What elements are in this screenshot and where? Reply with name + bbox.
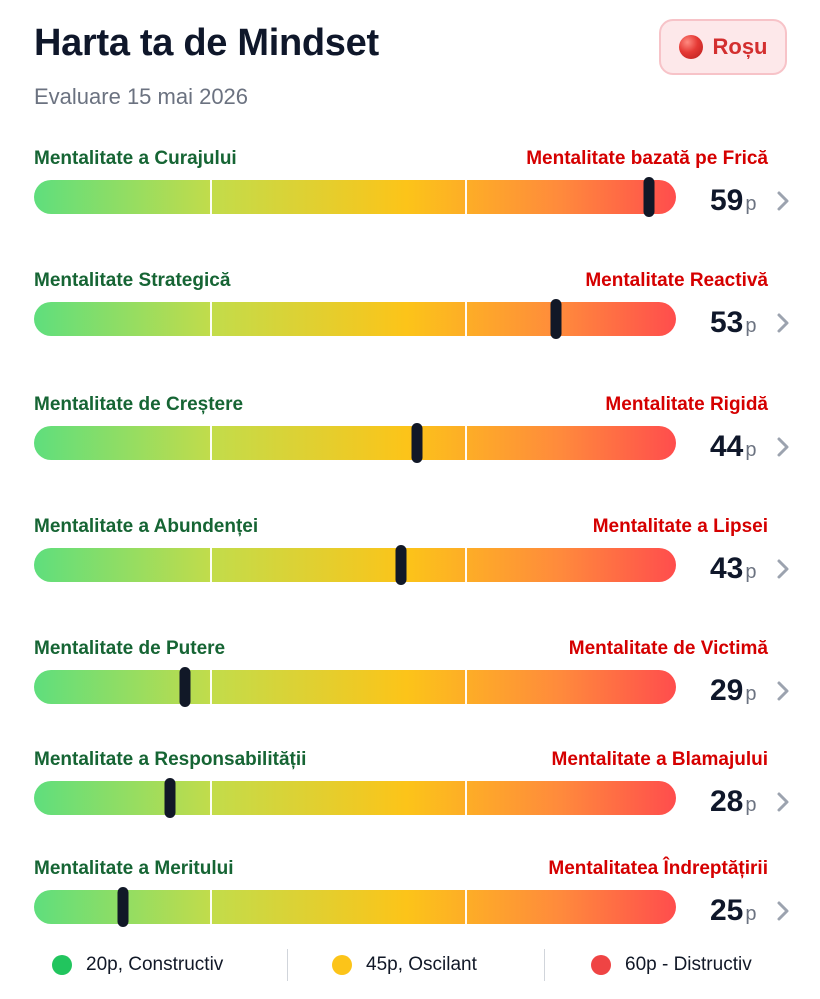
mindset-row[interactable]: Mentalitate de Putere Mentalitate de Vic… (0, 638, 820, 748)
bar-divider (210, 781, 212, 815)
bar-divider (465, 548, 467, 582)
chevron-right-icon[interactable] (772, 789, 794, 815)
legend-label: 45p, Oscilant (366, 954, 477, 975)
score-number: 43 (710, 552, 744, 585)
green-dot-icon (52, 955, 72, 975)
bar-divider (210, 670, 212, 704)
page-title: Harta ta de Mindset (34, 22, 379, 64)
mindset-row[interactable]: Mentalitate a Curajului Mentalitate baza… (0, 148, 820, 258)
destructive-label: Mentalitate de Victimă (568, 638, 768, 659)
score-unit: p (745, 315, 757, 337)
red-dot-icon (591, 955, 611, 975)
mindset-row[interactable]: Mentalitate Strategică Mentalitate React… (0, 270, 820, 380)
bar-divider (210, 890, 212, 924)
destructive-label: Mentalitate a Blamajului (551, 749, 768, 770)
chevron-right-icon[interactable] (772, 678, 794, 704)
score-unit: p (745, 794, 757, 816)
score-value: 25 p (710, 894, 757, 928)
constructive-label: Mentalitate a Abundenței (34, 516, 259, 537)
score-unit: p (745, 903, 757, 925)
score-unit: p (745, 561, 757, 583)
score-number: 25 (710, 894, 744, 927)
score-bar (34, 887, 676, 927)
legend-divider (287, 949, 288, 981)
legend-label: 20p, Constructiv (86, 954, 224, 975)
destructive-label: Mentalitate a Lipsei (592, 516, 768, 537)
destructive-label: Mentalitate Reactivă (585, 270, 768, 291)
constructive-label: Mentalitate a Meritului (34, 858, 234, 879)
legend-item-constructive: 20p, Constructiv (52, 943, 223, 987)
mindset-row[interactable]: Mentalitate a Abundenței Mentalitate a L… (0, 516, 820, 626)
chevron-right-icon[interactable] (772, 898, 794, 924)
score-bar (34, 177, 676, 217)
score-bar (34, 778, 676, 818)
score-value: 28 p (710, 785, 757, 819)
score-marker (643, 177, 655, 217)
destructive-label: Mentalitate Rigidă (605, 394, 768, 415)
destructive-label: Mentalitate bazată pe Frică (526, 148, 768, 169)
legend: 20p, Constructiv 45p, Oscilant 60p - Dis… (0, 943, 820, 987)
assessment-date: Evaluare 15 mai 2026 (34, 84, 249, 109)
bar-divider (210, 180, 212, 214)
score-bar (34, 299, 676, 339)
bar-divider (210, 548, 212, 582)
bar-divider (465, 302, 467, 336)
score-marker (179, 667, 191, 707)
score-bar (34, 545, 676, 585)
score-unit: p (745, 193, 757, 215)
bar-divider (210, 426, 212, 460)
score-value: 43 p (710, 552, 757, 586)
score-marker (164, 778, 176, 818)
score-number: 53 (710, 306, 744, 339)
status-badge-label: Roșu (712, 34, 768, 59)
score-value: 29 p (710, 674, 757, 708)
score-unit: p (745, 439, 757, 461)
mindset-row[interactable]: Mentalitate a Responsabilității Mentalit… (0, 749, 820, 859)
chevron-right-icon[interactable] (772, 556, 794, 582)
score-marker (117, 887, 129, 927)
score-value: 59 p (710, 184, 757, 218)
chevron-right-icon[interactable] (772, 434, 794, 460)
constructive-label: Mentalitate Strategică (34, 270, 231, 291)
bar-divider (465, 890, 467, 924)
chevron-right-icon[interactable] (772, 188, 794, 214)
destructive-label: Mentalitatea Îndreptățirii (548, 858, 768, 879)
score-number: 59 (710, 184, 744, 217)
score-marker (411, 423, 423, 463)
constructive-label: Mentalitate de Putere (34, 638, 226, 659)
chevron-right-icon[interactable] (772, 310, 794, 336)
score-bar (34, 423, 676, 463)
score-bar (34, 667, 676, 707)
bar-divider (465, 426, 467, 460)
score-value: 44 p (710, 430, 757, 464)
bar-divider (465, 180, 467, 214)
score-marker (395, 545, 407, 585)
legend-item-destructive: 60p - Distructiv (591, 943, 752, 987)
score-value: 53 p (710, 306, 757, 340)
bar-divider (465, 781, 467, 815)
legend-label: 60p - Distructiv (625, 954, 752, 975)
bar-divider (465, 670, 467, 704)
yellow-dot-icon (332, 955, 352, 975)
status-badge[interactable]: Roșu (659, 19, 787, 75)
bar-divider (210, 302, 212, 336)
mindset-row[interactable]: Mentalitate de Creștere Mentalitate Rigi… (0, 394, 820, 504)
mindset-row[interactable]: Mentalitate a Meritului Mentalitatea Înd… (0, 858, 820, 968)
legend-divider (544, 949, 545, 981)
score-marker (550, 299, 562, 339)
score-number: 28 (710, 785, 744, 818)
score-unit: p (745, 683, 757, 705)
constructive-label: Mentalitate a Curajului (34, 148, 237, 169)
constructive-label: Mentalitate a Responsabilității (34, 749, 307, 770)
score-number: 44 (710, 430, 744, 463)
legend-item-oscillating: 45p, Oscilant (332, 943, 477, 987)
score-number: 29 (710, 674, 744, 707)
red-circle-icon (678, 35, 703, 59)
constructive-label: Mentalitate de Creștere (34, 394, 244, 415)
